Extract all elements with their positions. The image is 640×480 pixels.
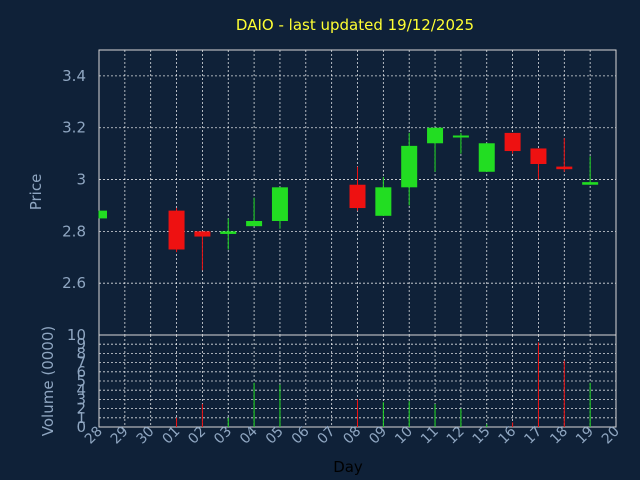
candle-body bbox=[271, 187, 288, 221]
price-grid bbox=[98, 50, 617, 335]
volume-bars bbox=[176, 342, 591, 427]
volume-tick-label: 1 bbox=[76, 409, 86, 427]
volume-tick-label: 4 bbox=[76, 381, 86, 399]
x-axis-label: Day bbox=[333, 458, 363, 476]
volume-tick-label: 6 bbox=[76, 363, 86, 381]
candle-body bbox=[556, 166, 573, 170]
chart-title: DAIO - last updated 19/12/2025 bbox=[236, 16, 474, 34]
price-tick-label: 3.2 bbox=[62, 119, 86, 137]
candle-body bbox=[582, 182, 599, 185]
candle-body bbox=[194, 231, 211, 237]
price-tick-label: 3 bbox=[76, 171, 86, 189]
candle-body bbox=[99, 210, 107, 219]
volume-tick-label: 7 bbox=[76, 354, 86, 372]
candle-body bbox=[168, 210, 185, 250]
volume-axis-label: Volume (0000) bbox=[39, 326, 57, 436]
candles bbox=[98, 127, 599, 271]
candle-body bbox=[246, 221, 263, 227]
candle-body bbox=[349, 184, 366, 209]
volume-tick-label: 2 bbox=[76, 400, 86, 418]
candle-body bbox=[375, 187, 392, 216]
candle-body bbox=[401, 145, 418, 188]
price-tick-label: 2.6 bbox=[62, 274, 86, 292]
candle-body bbox=[220, 231, 237, 234]
candle-body bbox=[530, 148, 547, 164]
price-tick-label: 3.4 bbox=[62, 67, 86, 85]
candle-body bbox=[478, 143, 495, 172]
volume-tick-label: 5 bbox=[76, 372, 86, 390]
volume-tick-label: 3 bbox=[76, 390, 86, 408]
price-axis-ticks: 2.6 2.8 3 3.2 3.4 bbox=[62, 67, 86, 292]
volume-tick-label: 10 bbox=[67, 326, 86, 344]
volume-tick-label: 8 bbox=[76, 344, 86, 362]
candle-body bbox=[504, 132, 521, 152]
candle-body bbox=[427, 127, 444, 144]
volume-tick-label: 9 bbox=[76, 335, 86, 353]
volume-tick-label: 0 bbox=[76, 418, 86, 436]
candle-body bbox=[452, 135, 469, 138]
y-axis-label: Price bbox=[27, 174, 45, 211]
price-tick-label: 2.8 bbox=[62, 222, 86, 240]
